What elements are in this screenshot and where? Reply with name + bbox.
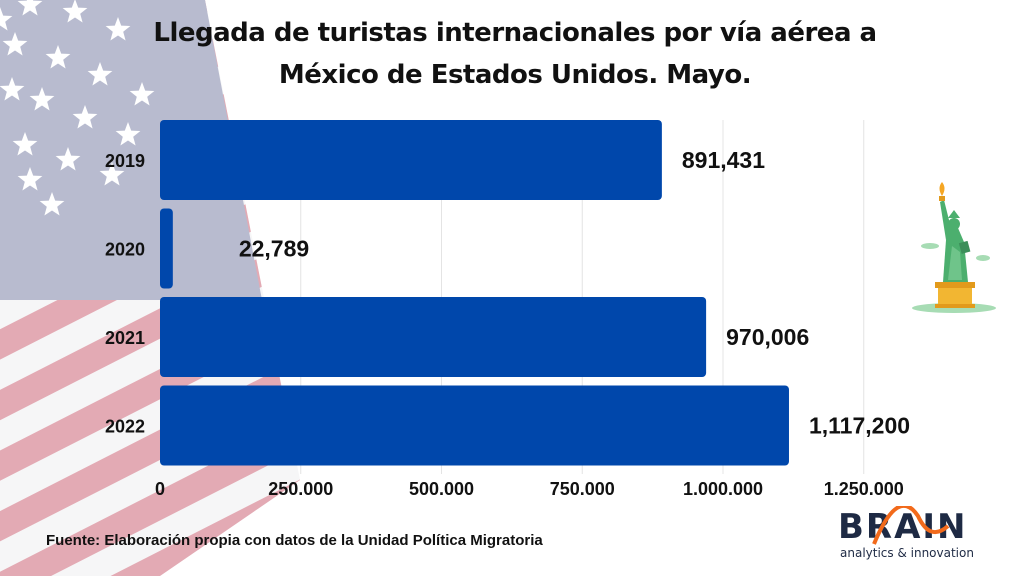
- x-tick-label: 250.000: [268, 479, 333, 499]
- flag-star: [62, 0, 88, 23]
- flag-star: [17, 167, 43, 191]
- category-label: 2019: [105, 151, 145, 171]
- flag-star: [99, 162, 125, 186]
- bar-2022: [160, 385, 789, 466]
- flag-star: [87, 62, 113, 86]
- flag-star: [0, 77, 25, 101]
- x-tick-label: 1.250.000: [824, 479, 904, 499]
- chart-title-line-2: México de Estados Unidos. Mayo.: [278, 60, 752, 90]
- data-label: 891,431: [682, 147, 765, 173]
- flag-star: [105, 17, 131, 41]
- bars: [160, 120, 789, 466]
- flag-star: [115, 122, 141, 146]
- x-tick-label: 500.000: [409, 479, 474, 499]
- brain-logo-wave: [872, 503, 950, 545]
- flag-star: [17, 0, 43, 16]
- flag-star: [29, 87, 55, 111]
- x-tick-label: 750.000: [550, 479, 615, 499]
- brain-logo-mark: BRAIN: [838, 503, 966, 547]
- data-label: 1,117,200: [809, 413, 910, 439]
- flag-star: [0, 7, 13, 31]
- category-label: 2021: [105, 328, 145, 348]
- data-label: 970,006: [726, 324, 809, 350]
- flag-star: [45, 45, 71, 69]
- labels: 0 250.000 500.000 750.000 1.000.000 1.250.000…: [105, 147, 910, 499]
- data-label: 22,789: [239, 236, 309, 262]
- flag-canton: [0, 0, 262, 300]
- x-tick-label: 1.000.000: [683, 479, 763, 499]
- statue-of-liberty-icon: [912, 182, 996, 313]
- flag-star: [55, 147, 81, 171]
- bar-2020: [160, 208, 173, 289]
- flag-star: [2, 32, 28, 56]
- brain-logo: BRAIN analytics & innovation: [838, 503, 998, 566]
- bar-2019: [160, 120, 662, 200]
- flag-stars: [0, 0, 155, 216]
- chart-title-line-1: Llegada de turistas internacionales por …: [153, 18, 877, 48]
- flag-star: [129, 82, 155, 106]
- source-note: Fuente: Elaboración propia con datos de …: [46, 532, 543, 549]
- bar-2021: [160, 297, 707, 377]
- flag-star: [12, 132, 38, 156]
- category-label: 2022: [105, 417, 145, 437]
- flag-star: [39, 192, 65, 216]
- x-tick-label: 0: [155, 479, 165, 499]
- flag-star: [72, 105, 98, 129]
- brain-logo-tagline: analytics & innovation: [840, 546, 974, 560]
- category-label: 2020: [105, 240, 145, 260]
